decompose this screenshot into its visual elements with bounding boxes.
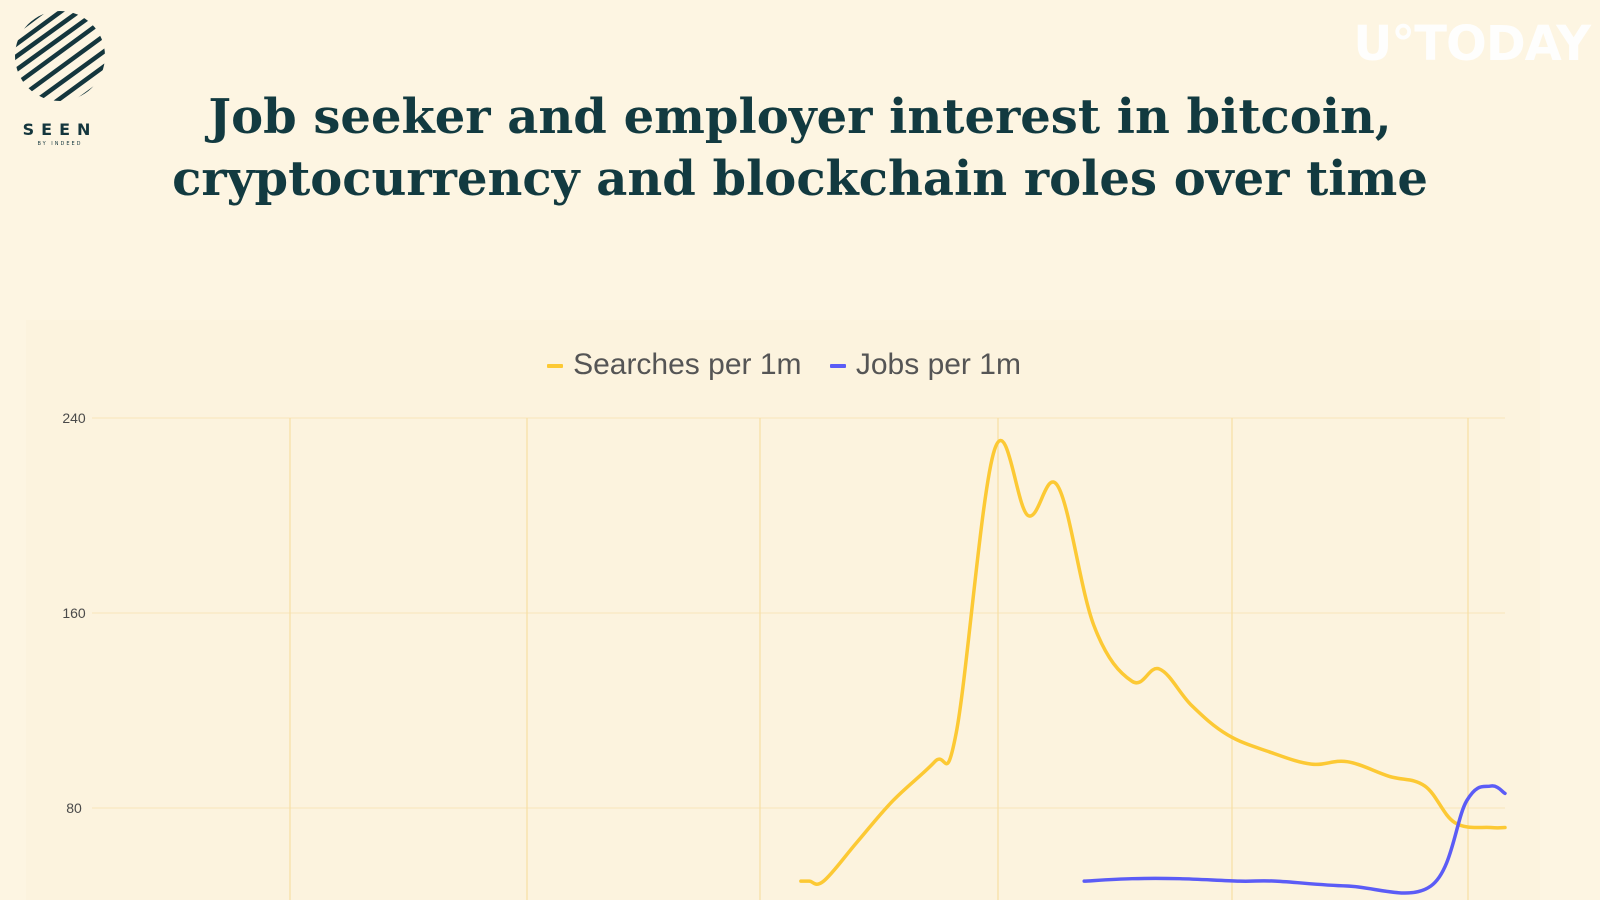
seen-logo-mark [15, 11, 105, 101]
legend-label-jobs: Jobs per 1m [855, 348, 1021, 381]
legend-swatch-jobs [829, 364, 846, 369]
logo-subtext: BY INDEED [37, 141, 83, 147]
logo-wordmark: SEEN [22, 120, 98, 139]
y-tick-label: 80 [66, 800, 82, 816]
legend-item-jobs: Jobs per 1m [829, 348, 1021, 382]
y-tick-label: 240 [62, 410, 86, 426]
series-line-jobs [1082, 784, 1507, 895]
series-line-searches [799, 438, 1507, 886]
seen-logo: SEEN BY INDEED [12, 10, 108, 150]
title-line-2: cryptocurrency and blockchain roles over… [172, 151, 1428, 207]
utoday-watermark: U°TODAY [1353, 16, 1591, 72]
legend-item-searches: Searches per 1m [547, 348, 802, 382]
title-line-1: Job seeker and employer interest in bitc… [208, 89, 1392, 145]
y-tick-label: 160 [62, 605, 86, 621]
legend-swatch-searches [547, 364, 564, 369]
legend-label-searches: Searches per 1m [573, 348, 802, 381]
chart-title: Job seeker and employer interest in bitc… [100, 86, 1500, 210]
chart-legend: Searches per 1m Jobs per 1m [0, 348, 1568, 382]
chart-panel [26, 320, 1540, 900]
